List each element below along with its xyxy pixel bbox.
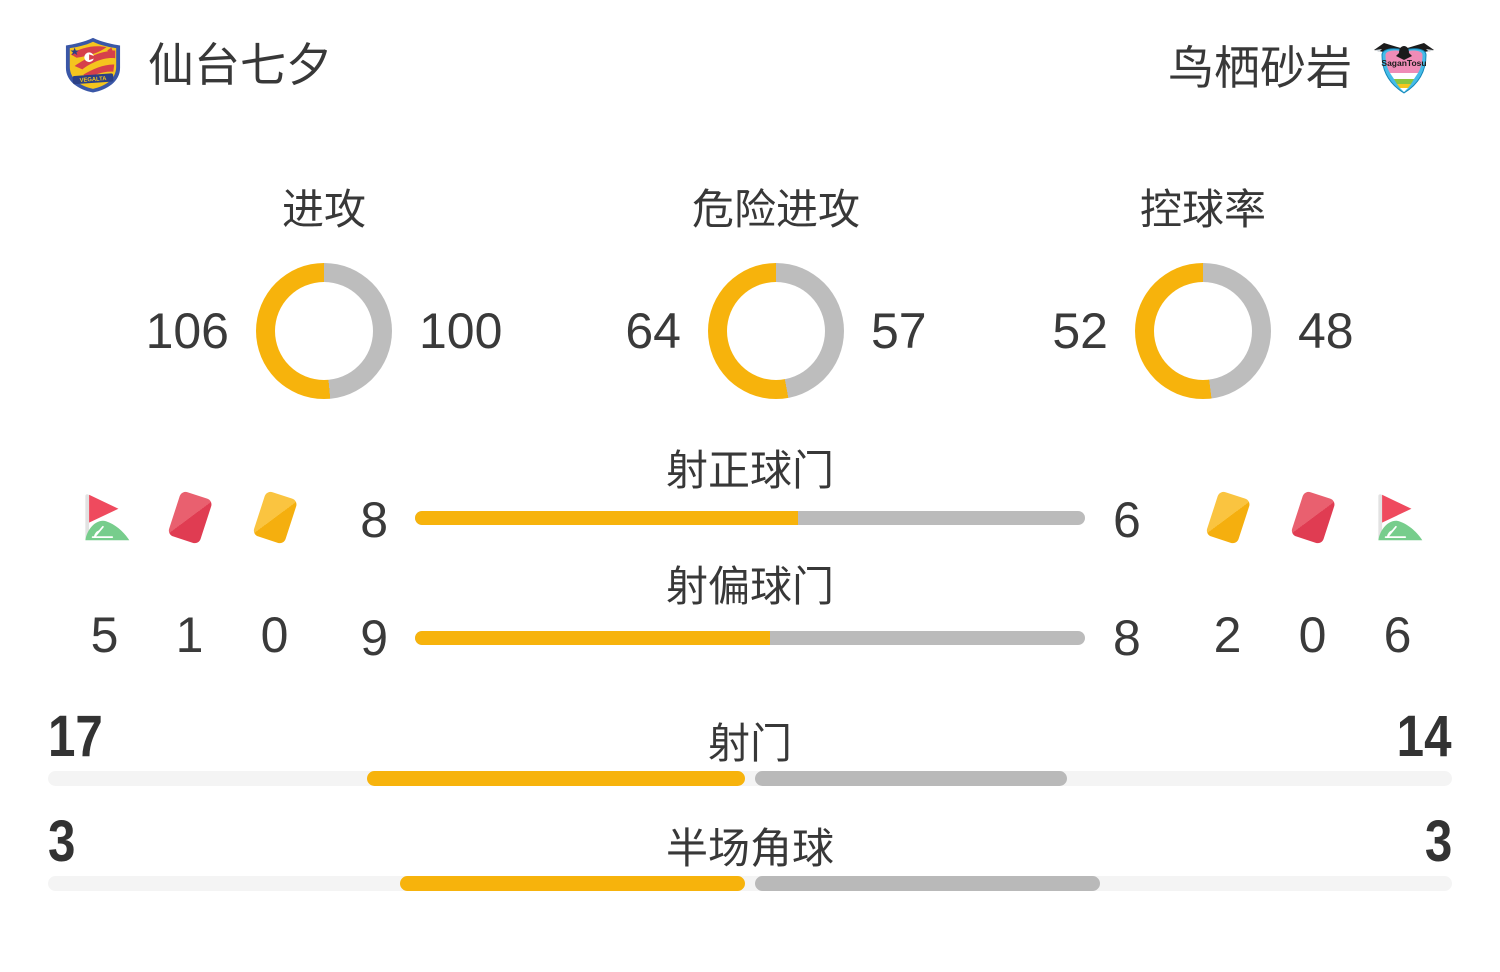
attacks-away-value: 100 bbox=[419, 303, 503, 359]
dangerous-attacks-away-value: 57 bbox=[871, 303, 927, 359]
dangerous-attacks-donut-ring bbox=[708, 263, 844, 399]
half-corners-title: 半场角球 bbox=[665, 825, 834, 872]
donut-chart-dangerous-attacks: 危险进攻 64 57 bbox=[536, 176, 1016, 399]
total-shots-track bbox=[48, 771, 1452, 786]
shots-off-target-home-value: 9 bbox=[360, 610, 388, 666]
shots-on-target-bar bbox=[415, 511, 1085, 525]
shots-off-target-bar-home-fill bbox=[415, 631, 770, 645]
donut-title-dangerous-attacks: 危险进攻 bbox=[691, 186, 860, 233]
home-cards-corners-group: 5 1 0 bbox=[72, 487, 307, 660]
yellow-card-icon bbox=[242, 487, 307, 549]
half-corners-away-value: 3 bbox=[1424, 809, 1452, 874]
half-corners-home-value: 3 bbox=[48, 809, 76, 874]
donut-chart-attacks: 进攻 106 100 bbox=[84, 176, 564, 399]
possession-home-value: 52 bbox=[1052, 303, 1108, 359]
shots-off-target-away-value: 8 bbox=[1113, 610, 1141, 666]
total-shots-away-segment bbox=[755, 771, 1067, 786]
shots-on-target-home-value: 8 bbox=[360, 492, 388, 548]
sagan-tosu-crest-icon: SaganTosu bbox=[1374, 43, 1434, 94]
home-red-cards-value: 1 bbox=[175, 607, 204, 663]
vegalta-sendai-crest-icon: VEGALTA bbox=[65, 37, 121, 93]
team-away-name: 鸟栖砂岩 bbox=[1168, 41, 1352, 94]
total-shots-away-value: 14 bbox=[1397, 704, 1452, 769]
team-home[interactable]: VEGALTA 仙台七夕 bbox=[62, 36, 332, 94]
svg-text:SaganTosu: SaganTosu bbox=[1381, 58, 1426, 68]
red-card-icon bbox=[1280, 487, 1345, 549]
svg-text:VEGALTA: VEGALTA bbox=[80, 76, 108, 84]
red-card-icon bbox=[157, 487, 222, 549]
half-corners-track bbox=[48, 876, 1452, 891]
total-shots-home-value: 17 bbox=[48, 704, 103, 769]
dangerous-attacks-home-value: 64 bbox=[625, 303, 681, 359]
away-cards-corners-group: 2 0 6 bbox=[1195, 487, 1430, 660]
shots-on-target-away-value: 6 bbox=[1113, 492, 1141, 548]
donut-title-possession: 控球率 bbox=[1139, 186, 1266, 233]
corner-flag-icon bbox=[1365, 487, 1430, 549]
away-corners-value: 6 bbox=[1383, 607, 1412, 663]
team-away[interactable]: 鸟栖砂岩 SaganTosu bbox=[1168, 40, 1436, 96]
home-corners-value: 5 bbox=[90, 607, 119, 663]
shots-off-target-bar bbox=[415, 631, 1085, 645]
half-corners-row: 3 半场角球 3 bbox=[48, 811, 1452, 907]
total-shots-home-segment bbox=[366, 771, 745, 786]
attacks-donut-ring bbox=[256, 263, 392, 399]
away-red-cards-value: 0 bbox=[1298, 607, 1327, 663]
possession-away-value: 48 bbox=[1298, 303, 1354, 359]
attacks-home-value: 106 bbox=[145, 303, 229, 359]
half-corners-home-segment bbox=[400, 876, 745, 891]
shots-on-target-title: 射正球门 bbox=[665, 447, 834, 494]
shots-on-target-bar-home-fill bbox=[415, 511, 798, 525]
team-home-name: 仙台七夕 bbox=[148, 38, 332, 91]
corner-flag-icon bbox=[72, 487, 137, 549]
shots-off-target-title: 射偏球门 bbox=[665, 563, 834, 610]
yellow-card-icon bbox=[1195, 487, 1260, 549]
home-yellow-cards-value: 0 bbox=[260, 607, 289, 663]
half-corners-away-segment bbox=[755, 876, 1100, 891]
possession-donut-ring bbox=[1135, 263, 1271, 399]
total-shots-title: 射门 bbox=[707, 720, 792, 767]
total-shots-row: 17 射门 14 bbox=[48, 706, 1452, 802]
away-yellow-cards-value: 2 bbox=[1213, 607, 1242, 663]
donut-chart-possession: 控球率 52 48 bbox=[963, 176, 1443, 399]
donut-title-attacks: 进攻 bbox=[281, 186, 366, 233]
